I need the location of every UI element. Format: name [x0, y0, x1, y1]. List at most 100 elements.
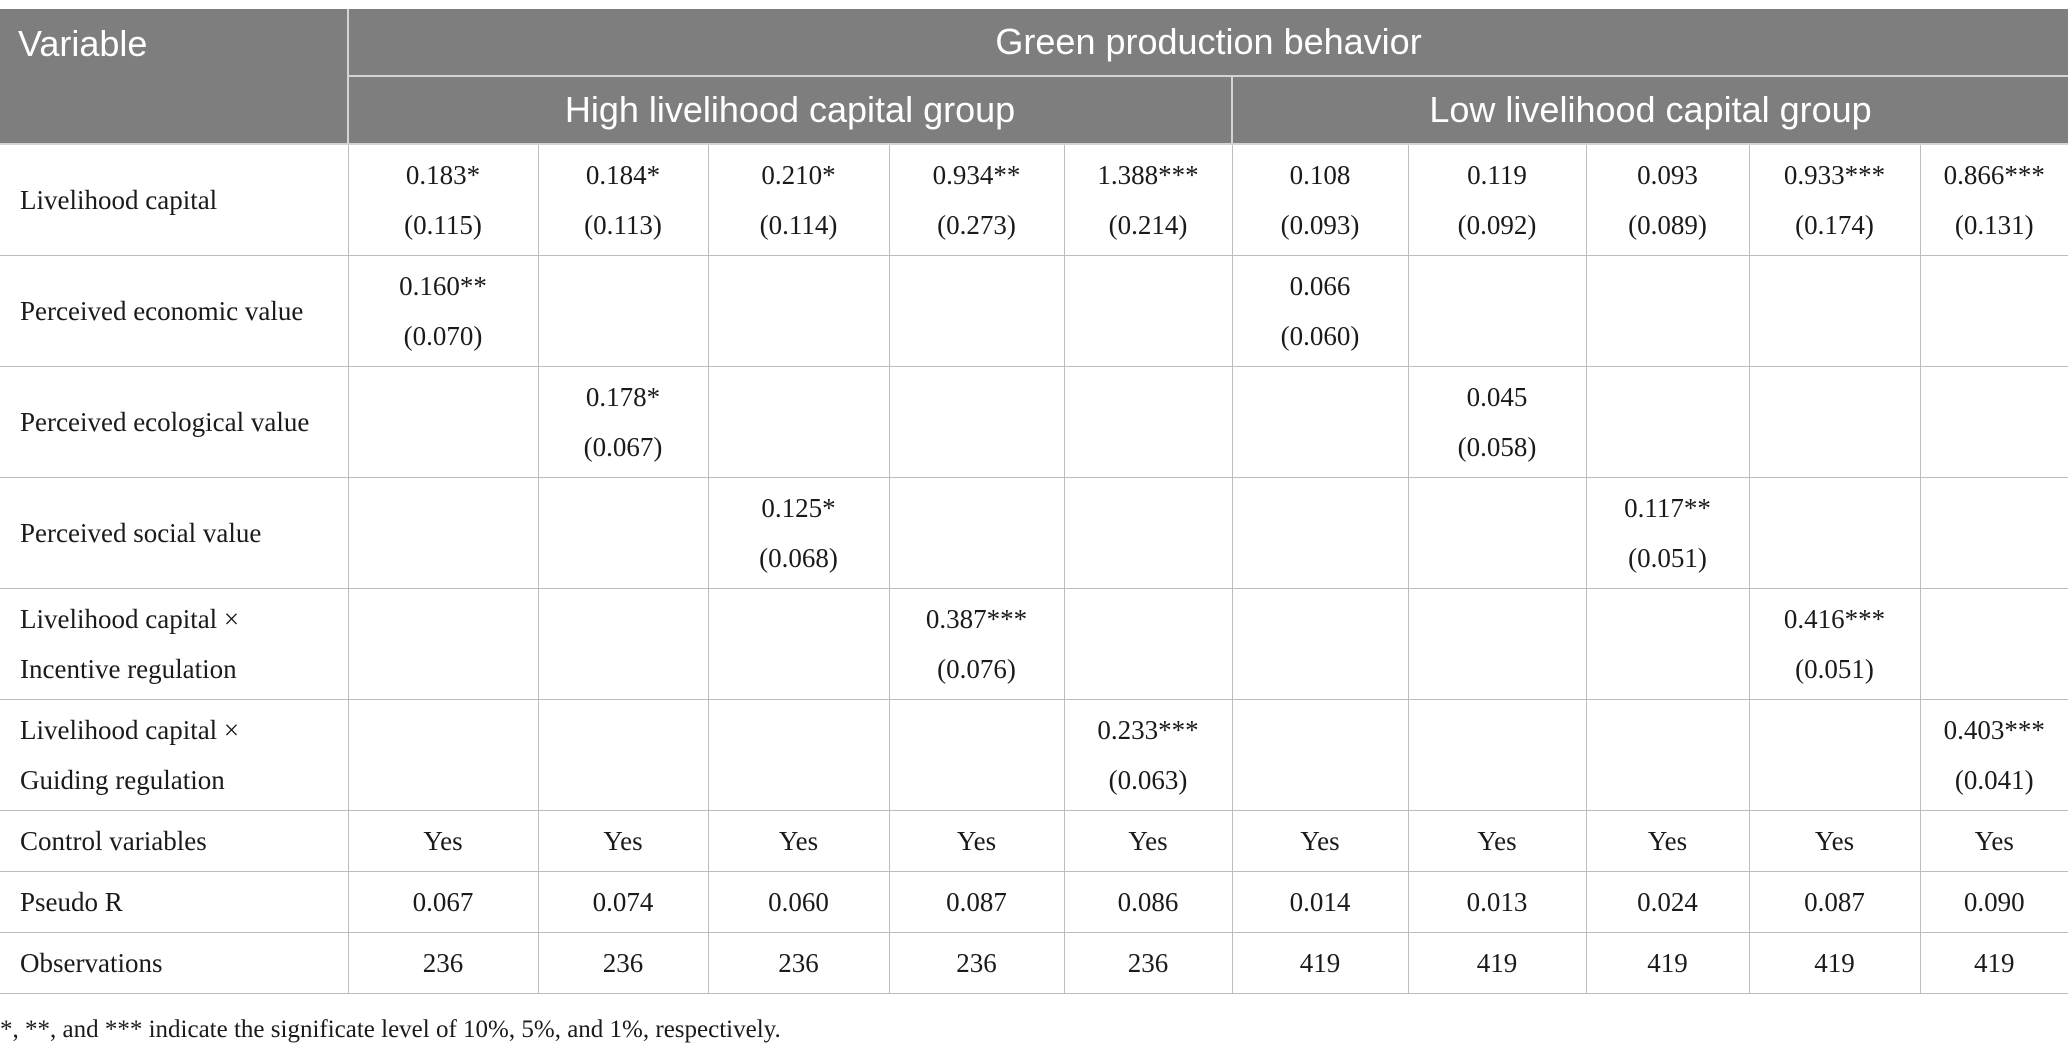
- table-cell: [1748, 477, 1921, 589]
- table-cell: 236: [888, 932, 1065, 994]
- standard-error: (0.214): [1108, 210, 1188, 240]
- table-cell: Yes: [1748, 810, 1921, 872]
- table-cell: Yes: [888, 810, 1065, 872]
- table-cell: [1585, 366, 1750, 478]
- table-row: Livelihood capital 0.183* (0.115) 0.184* (0.…: [0, 143, 2068, 256]
- table-cell: 419: [1919, 932, 2068, 994]
- table-cell: [347, 588, 539, 700]
- standard-error: (0.093): [1280, 210, 1360, 240]
- table-cell: [1063, 588, 1233, 700]
- table-cell: [1585, 699, 1750, 811]
- table-cell: [1231, 699, 1409, 811]
- table-cell: 419: [1231, 932, 1409, 994]
- row-label-line: Incentive regulation: [20, 654, 237, 684]
- table-cell: 0.387*** (0.076): [888, 588, 1065, 700]
- table-cell: [888, 699, 1065, 811]
- table-cell: 0.178* (0.067): [537, 366, 709, 478]
- coefficient: 0.184*: [585, 160, 661, 190]
- header-row-groups: High livelihood capital group Low liveli…: [0, 76, 2068, 145]
- table-cell: 0.160** (0.070): [347, 255, 539, 367]
- table-cell: 0.090: [1919, 871, 2068, 933]
- table-row: Perceived economic value 0.160** (0.070) 0.…: [0, 255, 2068, 367]
- coefficient: 0.210*: [761, 160, 836, 190]
- table-cell: [1231, 366, 1409, 478]
- table-cell: 236: [707, 932, 890, 994]
- standard-error: (0.115): [404, 210, 482, 240]
- row-label: Observations: [0, 932, 349, 994]
- table-cell: 0.087: [888, 871, 1065, 933]
- table-cell: [1407, 588, 1587, 700]
- table-row: Livelihood capital × Incentive regulation…: [0, 588, 2068, 700]
- row-label-line: Livelihood capital: [20, 185, 218, 215]
- table-row: Livelihood capital × Guiding regulation 0.…: [0, 699, 2068, 811]
- table-cell: Yes: [1919, 810, 2068, 872]
- table-cell: [707, 366, 890, 478]
- row-label-line: Livelihood capital ×: [20, 604, 240, 634]
- table-cell: [1919, 255, 2068, 367]
- table-cell: [707, 699, 890, 811]
- table-cell: 419: [1748, 932, 1921, 994]
- standard-error: (0.051): [1628, 543, 1707, 573]
- coefficient: 0.403***: [1943, 715, 2045, 745]
- table-cell: 0.403*** (0.041): [1919, 699, 2068, 811]
- table-cell: 0.933*** (0.174): [1748, 143, 1921, 256]
- table-cell: [888, 255, 1065, 367]
- table-cell: 0.074: [537, 871, 709, 933]
- table-cell: 0.013: [1407, 871, 1587, 933]
- row-label: Perceived social value: [0, 477, 349, 589]
- table-cell: [1407, 477, 1587, 589]
- row-label-line: Livelihood capital ×: [20, 715, 240, 745]
- table-cell: 0.066 (0.060): [1231, 255, 1409, 367]
- standard-error: (0.070): [403, 321, 483, 351]
- table-cell: 0.233*** (0.063): [1063, 699, 1233, 811]
- standard-error: (0.131): [1954, 210, 2034, 240]
- table-cell: [1585, 255, 1750, 367]
- table-cell: [347, 699, 539, 811]
- table-cell: 236: [1063, 932, 1233, 994]
- coefficient: 0.108: [1289, 160, 1351, 190]
- table-cell: 0.416*** (0.051): [1748, 588, 1921, 700]
- table-cell: [1919, 366, 2068, 478]
- standard-error: (0.068): [759, 543, 838, 573]
- standard-error: (0.076): [937, 654, 1016, 684]
- summary-row: Pseudo R 0.067 0.074 0.060 0.087 0.086 0.014 0.…: [0, 871, 2068, 933]
- coefficient: 0.387***: [925, 604, 1028, 634]
- standard-error: (0.060): [1280, 321, 1360, 351]
- coefficient: 1.388***: [1097, 160, 1199, 190]
- row-label: Livelihood capital: [0, 143, 349, 256]
- coefficient: 0.183*: [405, 160, 481, 190]
- table-cell: 0.934** (0.273): [888, 143, 1065, 256]
- table-cell: [347, 477, 539, 589]
- regression-table: Variable Green production behavior High …: [0, 9, 2068, 994]
- table-cell: [1748, 255, 1921, 367]
- coefficient: 0.066: [1289, 271, 1351, 301]
- table-cell: [1919, 588, 2068, 700]
- outcome-header: Green production behavior: [346, 9, 2068, 77]
- table-cell: Yes: [537, 810, 709, 872]
- table-cell: 0.093 (0.089): [1585, 143, 1750, 256]
- summary-row: Observations 236 236 236 236 236 419 419 419 419 4…: [0, 932, 2068, 994]
- table-row: Perceived social value 0.125* (0.068) 0.117…: [0, 477, 2068, 589]
- row-label: Perceived economic value: [0, 255, 349, 367]
- table-cell: [1919, 477, 2068, 589]
- table-cell: Yes: [1231, 810, 1409, 872]
- coefficient: 0.125*: [761, 493, 836, 523]
- table-cell: [537, 588, 709, 700]
- table-cell: Yes: [707, 810, 890, 872]
- standard-error: (0.067): [583, 432, 663, 462]
- coefficient: 0.178*: [585, 382, 661, 412]
- coefficient: 0.045: [1466, 382, 1528, 412]
- table-cell: 0.067: [347, 871, 539, 933]
- standard-error: (0.114): [759, 210, 838, 240]
- table-cell: 0.117** (0.051): [1585, 477, 1750, 589]
- standard-error: (0.051): [1795, 654, 1874, 684]
- table-cell: [1407, 699, 1587, 811]
- standard-error: (0.058): [1457, 432, 1537, 462]
- table-cell: [888, 366, 1065, 478]
- coefficient: 0.416***: [1783, 604, 1886, 634]
- table-cell: [537, 255, 709, 367]
- standard-error: (0.063): [1108, 765, 1188, 795]
- standard-error: (0.092): [1457, 210, 1537, 240]
- coefficient: 0.866***: [1943, 160, 2045, 190]
- row-label: Livelihood capital × Guiding regulation: [0, 699, 349, 811]
